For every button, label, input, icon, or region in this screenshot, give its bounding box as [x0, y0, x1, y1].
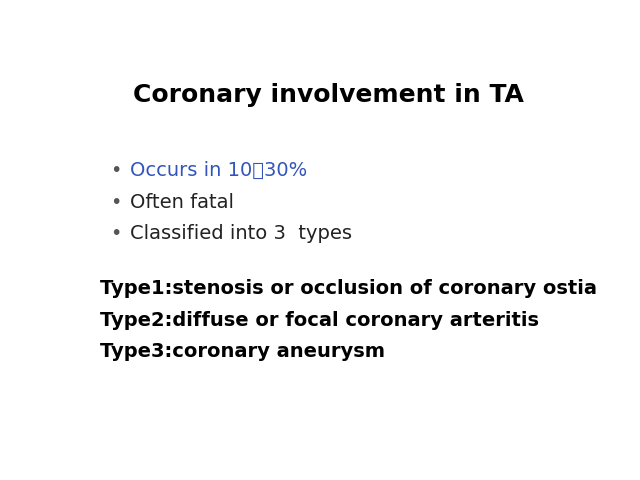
Text: Type3:coronary aneurysm: Type3:coronary aneurysm	[100, 342, 385, 361]
Text: •: •	[110, 161, 121, 180]
Text: •: •	[110, 192, 121, 212]
Text: Occurs in 10～30%: Occurs in 10～30%	[129, 161, 307, 180]
Text: Type1:stenosis or occlusion of coronary ostia: Type1:stenosis or occlusion of coronary …	[100, 279, 597, 299]
Text: Often fatal: Often fatal	[129, 192, 234, 212]
Text: Type2:diffuse or focal coronary arteritis: Type2:diffuse or focal coronary arteriti…	[100, 311, 539, 330]
Text: Coronary involvement in TA: Coronary involvement in TA	[132, 84, 524, 108]
Text: Classified into 3  types: Classified into 3 types	[129, 224, 351, 243]
Text: •: •	[110, 224, 121, 243]
